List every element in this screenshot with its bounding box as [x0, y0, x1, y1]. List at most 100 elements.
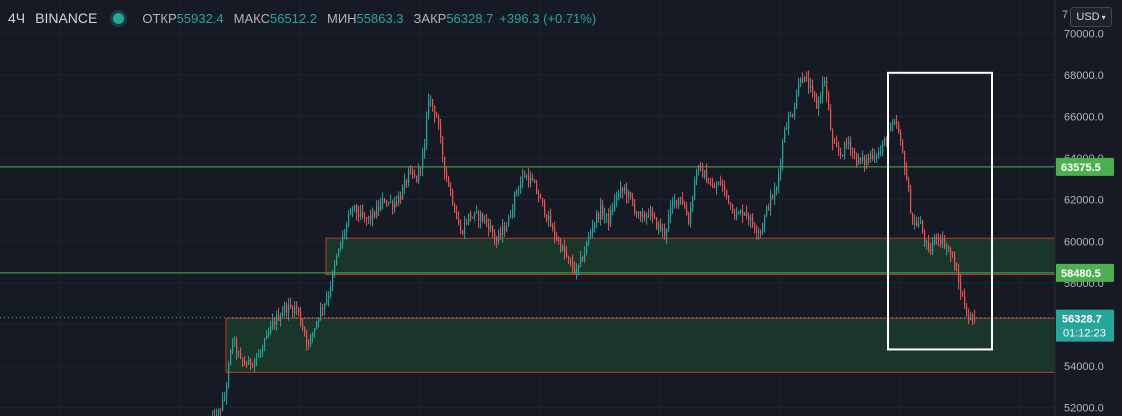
candle-body: [292, 306, 294, 313]
candle-body: [434, 106, 436, 116]
price-tick-label: 68000.0: [1064, 70, 1104, 82]
candle-body: [632, 197, 634, 204]
candle-body: [288, 304, 290, 313]
candle-body: [380, 203, 382, 210]
candle-body: [416, 175, 418, 182]
candle-body: [656, 217, 658, 229]
candle-body: [438, 117, 440, 126]
candle-body: [270, 326, 272, 333]
candle-body: [654, 215, 656, 218]
candle-body: [484, 218, 486, 221]
candle-body: [724, 186, 726, 190]
candle-body: [236, 339, 238, 354]
candle-body: [300, 312, 302, 324]
candle-body: [846, 142, 848, 145]
candle-body: [410, 170, 412, 172]
candle-body: [302, 323, 304, 329]
candle-body: [900, 132, 902, 141]
candle-body: [882, 143, 884, 152]
candle-body: [354, 205, 356, 210]
candle-body: [394, 201, 396, 209]
candle-body: [948, 247, 950, 250]
candle-body: [746, 212, 748, 216]
candle-body: [636, 212, 638, 214]
timeframe-label[interactable]: 4Ч: [8, 10, 26, 26]
candle-body: [618, 192, 620, 198]
candle-body: [600, 204, 602, 219]
candle-body: [896, 122, 898, 125]
candle-body: [964, 296, 966, 308]
candle-body: [966, 307, 968, 316]
currency-label: USD: [1076, 11, 1100, 23]
chart-header: 4Ч BINANCE ОТКР 55932.4 МАКС 56512.2 МИН…: [8, 8, 596, 28]
candle-body: [916, 222, 918, 226]
candle-body: [284, 304, 286, 313]
candle-body: [448, 177, 450, 187]
candle-body: [676, 199, 678, 205]
candle-body: [350, 209, 352, 215]
candle-body: [360, 211, 362, 217]
candle-body: [406, 180, 408, 183]
candle-body: [508, 216, 510, 227]
candle-body: [812, 85, 814, 92]
support-resistance-lines: [0, 166, 1055, 319]
candle-body: [224, 397, 226, 399]
exchange-label: BINANCE: [35, 10, 98, 26]
candle-body: [240, 352, 242, 359]
candle-body: [628, 192, 630, 197]
candle-body: [840, 151, 842, 156]
candle-body: [574, 268, 576, 273]
candle-body: [412, 170, 414, 175]
candle-body: [404, 180, 406, 188]
candle-body: [520, 182, 522, 189]
candle-body: [540, 197, 542, 199]
candle-body: [938, 238, 940, 240]
candle-body: [532, 177, 534, 181]
candle-body: [458, 218, 460, 225]
candle-body: [810, 85, 812, 88]
candle-body: [470, 213, 472, 219]
currency-selector[interactable]: USD ▾: [1070, 7, 1112, 27]
candle-body: [334, 264, 336, 273]
candle-body: [956, 269, 958, 271]
candle-body: [242, 358, 244, 362]
candle-body: [680, 197, 682, 199]
candle-body: [674, 199, 676, 202]
candle-body: [732, 204, 734, 214]
price-tick-label: 66000.0: [1064, 111, 1104, 123]
candle-body: [936, 236, 938, 239]
candle-body: [320, 307, 322, 319]
current-price-tag: [1056, 309, 1114, 342]
candle-body: [758, 231, 760, 233]
candle-body: [272, 321, 274, 327]
candle-body: [586, 242, 588, 254]
candle-body: [504, 226, 506, 232]
candle-body: [324, 303, 326, 309]
candle-body: [442, 137, 444, 157]
candle-body: [384, 199, 386, 203]
candle-body: [876, 155, 878, 157]
candle-body: [744, 212, 746, 216]
candle-body: [588, 236, 590, 243]
candle-body: [584, 253, 586, 261]
candle-body: [374, 211, 376, 217]
candle-body: [904, 152, 906, 169]
candle-body: [220, 409, 222, 411]
candle-body: [348, 214, 350, 225]
low-label: МИН: [326, 10, 357, 26]
candle-body: [736, 213, 738, 217]
candle-body: [326, 298, 328, 304]
candle-body: [894, 122, 896, 125]
candle-body: [608, 213, 610, 225]
candle-body: [672, 201, 674, 207]
candle-body: [714, 187, 716, 189]
candle-body: [382, 199, 384, 204]
candle-body: [644, 213, 646, 219]
candle-body: [316, 321, 318, 329]
candle-body: [258, 354, 260, 358]
candle-body: [398, 196, 400, 204]
candle-body: [340, 244, 342, 249]
candle-body: [440, 125, 442, 138]
demand-zone: [325, 237, 1056, 276]
